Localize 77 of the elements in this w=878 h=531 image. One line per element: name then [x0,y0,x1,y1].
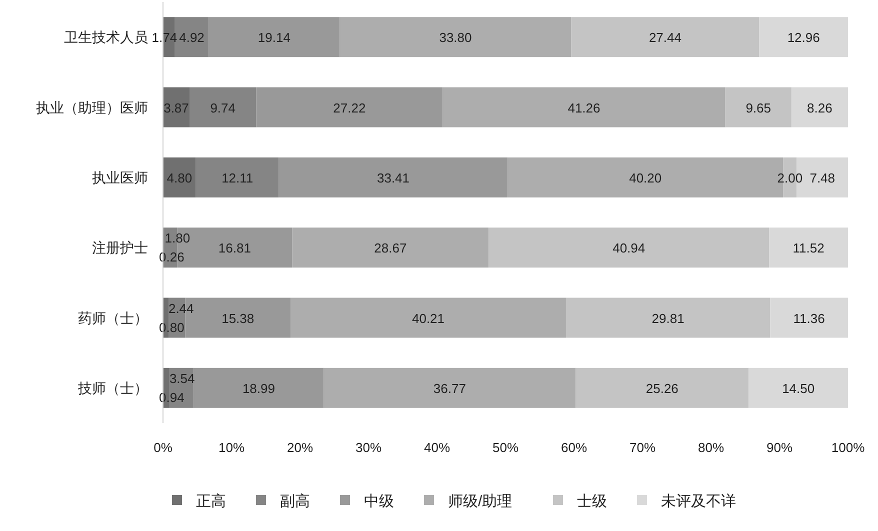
bar [748,368,848,408]
x-tick-label: 10% [218,440,245,455]
data-label: 3.54 [169,370,195,386]
bar [208,17,340,58]
data-label: 40.94 [612,240,646,256]
bar [770,298,848,338]
data-label: 29.81 [652,310,684,326]
data-label: 27.22 [333,100,366,116]
legend-label: 未评及不详 [661,493,736,510]
y-tick-label: 执业医师 [92,169,148,186]
x-tick-label: 0% [154,440,173,455]
bar [190,87,256,128]
data-label: 4.92 [179,30,204,46]
data-label: 12.11 [222,170,254,186]
data-label: 3.87 [164,100,189,116]
bar [194,368,324,408]
bar [725,87,792,128]
y-tick-label: 卫生技术人员 [64,29,148,46]
x-tick-label: 60% [560,440,588,455]
bar [791,87,848,128]
data-label: 11.52 [792,240,824,256]
data-label: 36.77 [433,380,466,396]
bar [256,87,443,128]
x-tick-label: 20% [286,440,314,455]
legend-label: 副高 [280,493,310,510]
data-label: 1.80 [164,230,190,246]
data-label: 16.81 [218,240,251,256]
x-tick-label: 40% [424,440,450,455]
data-label: 2.44 [168,300,194,316]
data-label: 27.44 [648,30,682,46]
data-label: 2.00 [777,170,803,186]
data-label: 40.20 [629,170,662,186]
x-tick-label: 80% [698,440,724,455]
bar [571,17,760,58]
bar [566,298,770,338]
bar [292,228,489,268]
data-label: 40.21 [412,310,445,326]
y-tick-label: 执业（助理）医师 [36,99,148,116]
x-tick-label: 30% [355,440,382,455]
legend-label: 士级 [577,493,607,510]
data-label: 33.41 [376,170,410,186]
x-tick-label: 70% [629,440,656,455]
legend-label: 中级 [364,493,394,510]
bar [576,368,749,408]
bar [442,87,726,128]
bar [340,17,572,58]
bar [759,17,848,58]
data-label: 28.67 [374,240,407,256]
bar [324,368,576,408]
data-label: 14.50 [782,380,815,396]
data-label: 33.80 [439,30,472,46]
x-tick-label: 50% [492,440,519,455]
bar [488,228,770,268]
data-label: 4.80 [166,170,192,186]
y-tick-label: 技师（士） [76,380,148,396]
data-label: 18.99 [242,380,275,396]
data-label: 19.14 [258,30,290,46]
data-label: 7.48 [810,170,836,186]
data-label: 25.26 [646,380,678,396]
x-tick-label: 100% [831,440,866,455]
data-label: 15.38 [222,310,254,326]
y-tick-label: 注册护士 [92,240,148,256]
data-label: 11.36 [793,310,825,326]
bar [278,157,508,198]
bar [290,298,566,338]
y-tick-label: 药师（士） [78,310,148,326]
bar [196,157,279,198]
data-label: 41.26 [568,100,600,116]
legend-label: 正高 [196,493,226,510]
data-label: 9.74 [210,100,236,116]
data-label: 8.26 [807,100,832,116]
bar [769,228,848,268]
x-tick-label: 90% [766,440,793,455]
legend-label: 师级/助理 [448,493,512,510]
data-label: 12.96 [787,30,820,46]
bar [163,157,196,198]
data-label: 9.65 [746,100,772,116]
